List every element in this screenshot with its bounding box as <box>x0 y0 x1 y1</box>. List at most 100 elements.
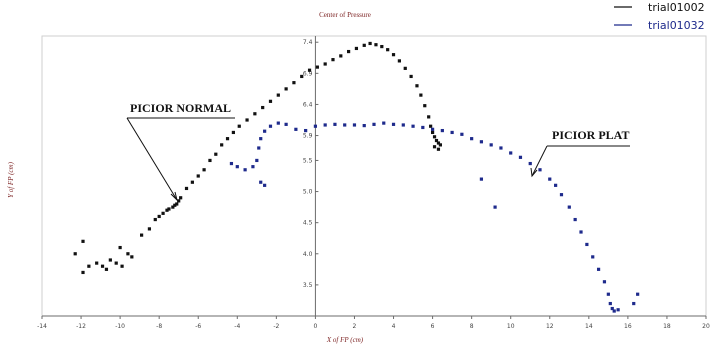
data-point-series-1 <box>147 227 152 231</box>
data-point-series-1 <box>436 141 441 145</box>
data-point-series-1 <box>438 143 442 147</box>
data-point-series-2 <box>391 122 396 126</box>
data-point-series-1 <box>362 43 366 47</box>
data-point-series-1 <box>120 264 124 268</box>
chart-title: Center of Pressure <box>319 11 371 19</box>
data-point-series-1 <box>331 58 335 62</box>
data-point-series-1 <box>171 205 175 209</box>
data-point-series-1 <box>73 252 77 256</box>
x-tick-label: -12 <box>76 323 86 330</box>
data-point-series-1 <box>284 87 288 91</box>
data-point-series-2 <box>591 255 595 259</box>
data-point-series-1 <box>157 214 161 219</box>
data-point-series-1 <box>108 258 112 262</box>
annotation-picior-normal-arrow <box>126 117 178 201</box>
legend: trial01002 trial01032 <box>614 1 705 32</box>
data-point-series-1 <box>368 41 372 46</box>
data-point-series-1 <box>161 211 165 215</box>
data-point-series-2 <box>554 183 558 187</box>
data-point-series-2 <box>243 168 247 172</box>
data-point-series-2 <box>372 122 376 126</box>
data-point-series-1 <box>177 199 181 203</box>
data-point-series-1 <box>323 62 327 66</box>
data-point-series-2 <box>596 267 601 271</box>
data-point-series-1 <box>225 137 230 141</box>
x-tick-label: 6 <box>431 323 435 330</box>
data-point-series-2 <box>528 161 532 166</box>
data-point-series-1 <box>190 180 194 184</box>
data-point-series-2 <box>251 165 255 169</box>
data-point-series-1 <box>196 174 200 178</box>
data-point-series-2 <box>612 309 616 313</box>
data-point-series-2 <box>616 308 620 312</box>
x-tick-label: 14 <box>585 323 593 330</box>
data-point-series-1 <box>300 74 304 79</box>
data-point-series-1 <box>307 68 312 72</box>
data-point-series-1 <box>245 118 249 122</box>
data-point-series-2 <box>489 143 493 147</box>
data-point-series-1 <box>237 124 241 128</box>
x-tick-label: 18 <box>663 323 671 330</box>
data-point-series-1 <box>231 130 235 135</box>
data-point-series-1 <box>423 104 427 108</box>
data-point-series-2 <box>538 168 542 172</box>
data-point-series-2 <box>257 146 261 150</box>
data-point-series-1 <box>432 145 437 149</box>
data-point-series-2 <box>362 124 366 128</box>
x-tick-label: 0 <box>313 323 317 330</box>
annotation-picior-normal: PICIOR NORMAL <box>126 101 235 202</box>
data-point-series-1 <box>220 143 224 147</box>
data-point-series-1 <box>104 267 109 271</box>
data-point-series-2 <box>401 123 405 127</box>
data-point-series-1 <box>380 44 384 49</box>
data-point-series-2 <box>559 193 564 197</box>
x-tick-label: -6 <box>195 323 201 330</box>
data-point-series-1 <box>118 245 122 250</box>
data-point-series-1 <box>397 59 401 63</box>
data-point-series-2 <box>284 122 288 126</box>
data-point-series-1 <box>354 46 359 51</box>
plot-border <box>41 35 707 317</box>
data-point-series-2 <box>255 158 259 163</box>
data-point-series-1 <box>261 105 265 110</box>
data-point-series-2 <box>479 177 484 181</box>
data-point-series-1 <box>315 65 319 69</box>
legend-label-series-1: trial01002 <box>648 1 705 14</box>
data-point-series-1 <box>140 233 144 237</box>
data-point-series-2 <box>343 123 347 127</box>
data-point-series-1 <box>130 255 134 259</box>
data-point-series-1 <box>95 261 99 265</box>
data-point-series-1 <box>179 196 183 200</box>
x-tick-label: 4 <box>392 323 396 330</box>
legend-label-series-2: trial01032 <box>648 19 705 32</box>
data-point-series-2 <box>567 205 571 209</box>
data-point-series-1 <box>419 93 423 97</box>
x-tick-label: 16 <box>624 323 632 330</box>
data-point-series-1 <box>184 186 189 191</box>
data-point-series-1 <box>153 217 157 222</box>
annotation-picior-normal-arrowhead <box>170 191 178 202</box>
y-tick-label: 4.5 <box>303 220 313 227</box>
data-point-series-1 <box>276 93 280 97</box>
data-point-series-1 <box>175 202 179 206</box>
annotation-picior-plat: PICIOR PLAT <box>530 128 630 178</box>
x-tick-label: 10 <box>507 323 515 330</box>
annotation-picior-plat-arrowhead <box>530 167 538 178</box>
data-point-series-1 <box>403 66 407 70</box>
data-point-series-2 <box>479 140 484 144</box>
data-point-series-1 <box>253 112 257 116</box>
data-point-series-1 <box>415 84 419 88</box>
data-point-series-2 <box>259 137 263 141</box>
data-point-series-1 <box>81 270 85 275</box>
data-point-series-1 <box>268 99 273 103</box>
y-axis-label: Y of FP (cm) <box>7 161 15 198</box>
data-point-series-1 <box>386 48 390 52</box>
data-point-series-2 <box>573 217 577 222</box>
data-point-series-2 <box>430 127 435 131</box>
data-point-series-1 <box>214 152 218 156</box>
data-point-series-1 <box>173 203 177 207</box>
data-point-series-2 <box>263 183 267 187</box>
data-point-series-2 <box>585 242 589 247</box>
data-point-series-1 <box>374 43 378 47</box>
